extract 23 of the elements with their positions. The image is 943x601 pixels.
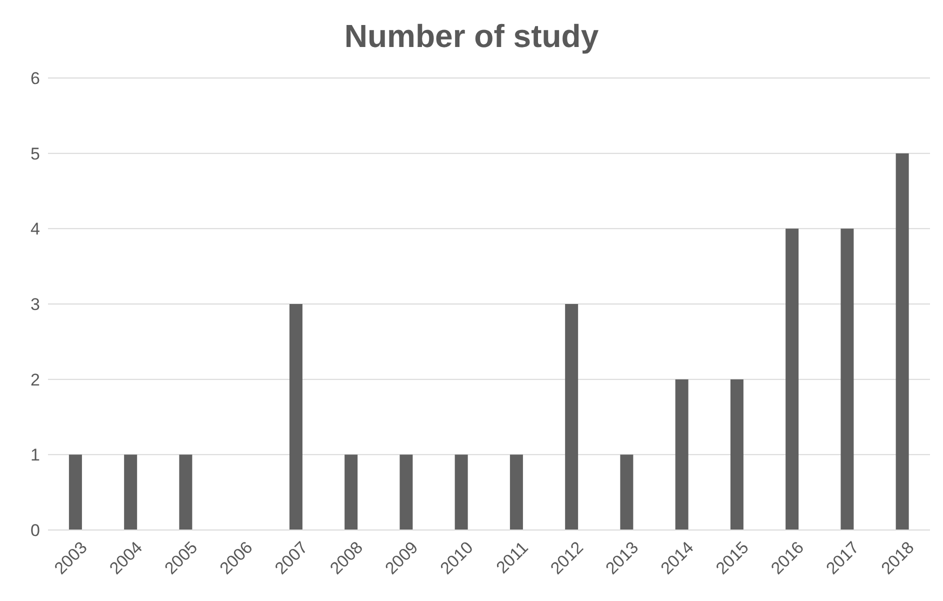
bar <box>179 454 192 530</box>
bar <box>840 228 854 530</box>
bar <box>344 454 358 530</box>
bar <box>786 228 799 530</box>
bar <box>730 379 744 530</box>
y-tick-label: 3 <box>30 295 40 314</box>
bar <box>289 304 302 530</box>
chart-title: Number of study <box>343 17 600 56</box>
bar <box>620 454 634 530</box>
bar <box>565 304 578 530</box>
y-tick-label: 0 <box>30 521 40 540</box>
bar <box>400 454 413 530</box>
bar <box>675 379 688 530</box>
bar <box>896 153 909 530</box>
y-tick-label: 2 <box>30 370 40 390</box>
bar <box>510 454 523 530</box>
y-tick-label: 6 <box>30 69 40 88</box>
bar <box>124 454 138 530</box>
bar <box>454 454 468 530</box>
y-tick-label: 1 <box>30 446 40 465</box>
y-tick-label: 5 <box>30 144 40 164</box>
y-tick-label: 4 <box>30 220 40 239</box>
bar <box>68 454 82 530</box>
